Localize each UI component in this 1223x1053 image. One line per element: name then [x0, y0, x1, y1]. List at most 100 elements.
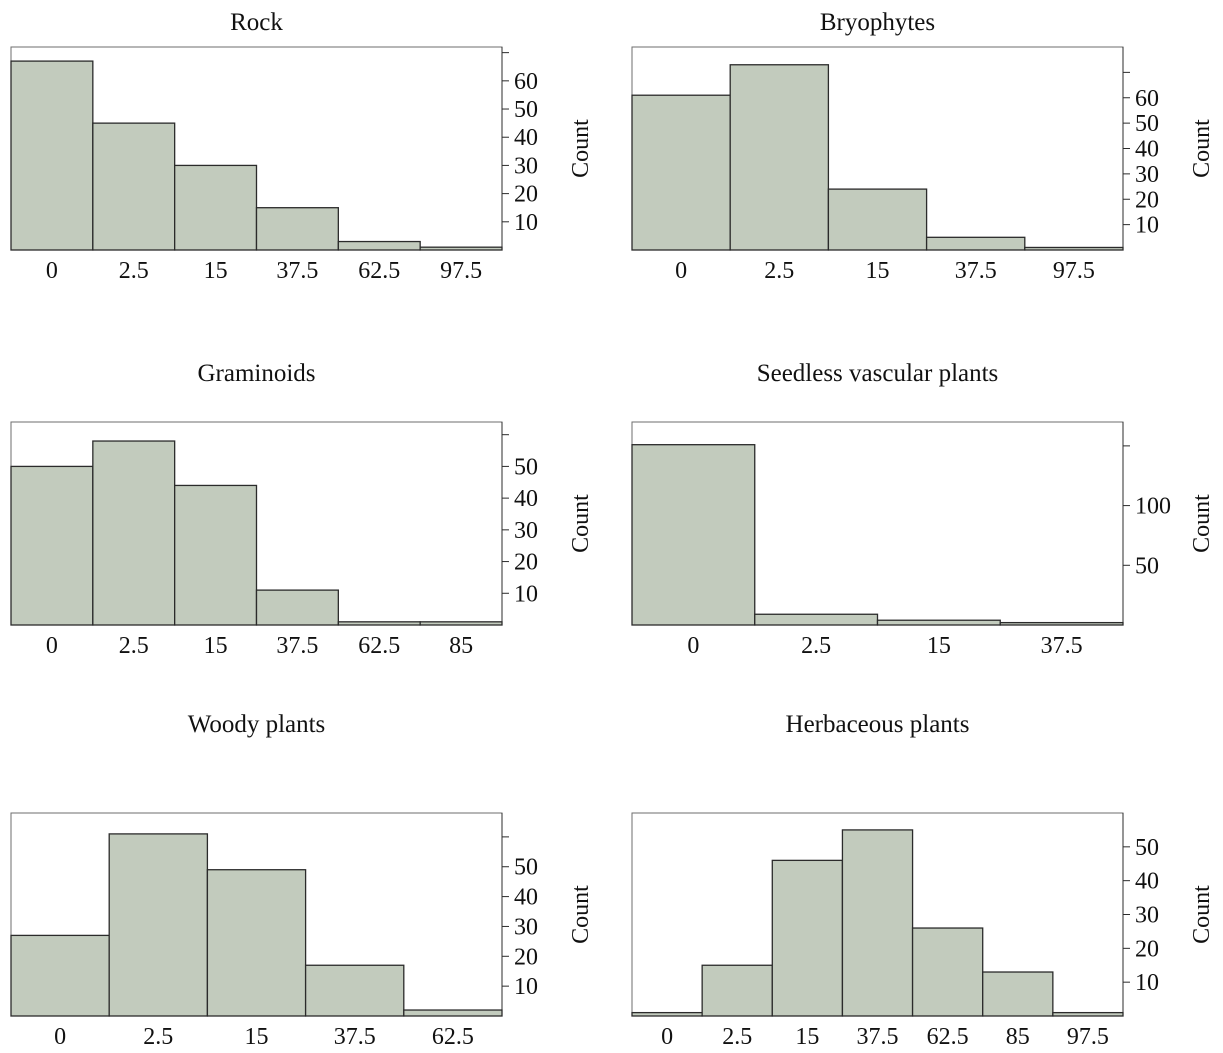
- chart-svg: Graminoids 0 2.5 15 37.5 62.5 85 10 20 30 40 50 Coun…: [10, 360, 594, 659]
- x-tick-label: 15: [927, 633, 951, 659]
- bar-85: [419, 621, 503, 626]
- x-tick-label: 15: [245, 1024, 269, 1050]
- x-tick-label: 2.5: [143, 1024, 173, 1050]
- chart-svg: Seedless vascular plants 0 2.5 15 37.5 50 100 C…: [631, 360, 1215, 659]
- y-tick-label: 50: [1135, 835, 1159, 861]
- x-tick-label: 0: [54, 1024, 66, 1050]
- y-axis-label: Count: [568, 885, 594, 944]
- y-tick-label: 10: [514, 210, 538, 236]
- panel-herbaceous-plants: Herbaceous plants 0 2.5 15 37.5 62.5 85 97.5 10 2…: [612, 702, 1223, 1053]
- x-tick-label: 62.5: [927, 1024, 969, 1050]
- y-tick-label: 20: [1135, 187, 1159, 213]
- x-tick-label: 37.5: [857, 1024, 899, 1050]
- y-tick-label: 10: [1135, 213, 1159, 239]
- y-axis-label: Count: [1189, 885, 1215, 944]
- y-tick-label: 60: [1135, 86, 1159, 112]
- bar-97-5: [419, 246, 503, 251]
- y-tick-label: 40: [1135, 137, 1159, 163]
- y-axis-label: Count: [568, 119, 594, 178]
- bar-0: [631, 94, 731, 251]
- y-axis-label: Count: [1189, 119, 1215, 178]
- bar-2-5: [92, 440, 176, 626]
- x-tick-label: 0: [661, 1024, 673, 1050]
- bar-62-5: [337, 621, 421, 626]
- bar-2-5: [754, 613, 879, 626]
- bar-15: [174, 484, 258, 626]
- x-tick-label: 0: [46, 258, 58, 284]
- x-tick-label: 0: [46, 633, 58, 659]
- x-tick-label: 85: [1006, 1024, 1030, 1050]
- y-tick-label: 30: [1135, 903, 1159, 929]
- bar-15: [876, 619, 1001, 626]
- bar-97-5: [1052, 1011, 1124, 1017]
- x-tick-label: 15: [204, 258, 228, 284]
- x-tick-label: 37.5: [276, 633, 318, 659]
- bar-15: [771, 859, 844, 1017]
- bar-37-5: [304, 964, 405, 1017]
- panel-title: Rock: [230, 9, 283, 36]
- panel-woody-plants: Woody plants 0 2.5 15 37.5 62.5 10 20 30 40 50 Coun…: [0, 702, 612, 1053]
- panel-graminoids: Graminoids 0 2.5 15 37.5 62.5 85 10 20 30 40 50 Coun…: [0, 351, 612, 702]
- x-tick-label: 97.5: [440, 258, 482, 284]
- y-tick-label: 100: [1135, 494, 1171, 520]
- x-tick-label: 97.5: [1053, 258, 1095, 284]
- y-tick-label: 50: [1135, 111, 1159, 137]
- y-tick-label: 60: [514, 69, 538, 95]
- y-tick-label: 20: [514, 550, 538, 576]
- chart-svg: Herbaceous plants 0 2.5 15 37.5 62.5 85 97.5 10 2…: [631, 711, 1215, 1050]
- y-tick-label: 30: [1135, 162, 1159, 188]
- x-tick-label: 37.5: [276, 258, 318, 284]
- x-tick-label: 15: [866, 258, 890, 284]
- bar-97-5: [1024, 246, 1124, 251]
- bar-2-5: [108, 833, 209, 1017]
- y-tick-label: 50: [514, 97, 538, 123]
- bar-0: [10, 934, 110, 1017]
- bar-37-5: [255, 589, 339, 626]
- y-axis-label: Count: [1189, 494, 1215, 553]
- y-tick-label: 30: [514, 518, 538, 544]
- bar-37-5: [255, 207, 339, 251]
- y-tick-label: 50: [514, 855, 538, 881]
- bar-2-5: [92, 122, 176, 251]
- x-tick-label: 62.5: [358, 258, 400, 284]
- bar-2-5: [701, 964, 773, 1017]
- panel-title: Herbaceous plants: [786, 711, 970, 738]
- y-tick-label: 20: [514, 944, 538, 970]
- y-axis-label: Count: [568, 494, 594, 553]
- chart-svg: Woody plants 0 2.5 15 37.5 62.5 10 20 30 40 50 Coun…: [10, 711, 594, 1050]
- y-tick-label: 10: [514, 581, 538, 607]
- y-tick-label: 40: [514, 885, 538, 911]
- x-tick-label: 0: [687, 633, 699, 659]
- x-tick-label: 2.5: [119, 258, 149, 284]
- y-tick-label: 30: [514, 153, 538, 179]
- bar-37-5: [925, 236, 1026, 251]
- y-tick-label: 10: [1135, 970, 1159, 996]
- panel-title: Graminoids: [197, 360, 315, 387]
- y-tick-label: 40: [1135, 869, 1159, 895]
- x-tick-label: 62.5: [432, 1024, 474, 1050]
- bar-62-5: [403, 1009, 503, 1017]
- y-tick-label: 20: [514, 182, 538, 208]
- y-tick-label: 50: [1135, 553, 1159, 579]
- x-tick-label: 2.5: [764, 258, 794, 284]
- bar-0: [631, 444, 756, 626]
- bar-37-5: [999, 621, 1124, 626]
- bar-2-5: [729, 64, 830, 251]
- bar-62-5: [911, 927, 984, 1017]
- x-tick-label: 37.5: [955, 258, 997, 284]
- y-tick-label: 20: [1135, 936, 1159, 962]
- x-tick-label: 37.5: [1041, 633, 1083, 659]
- y-tick-label: 30: [514, 914, 538, 940]
- bar-0: [10, 465, 94, 626]
- bar-37-5: [841, 829, 914, 1017]
- panel-title: Seedless vascular plants: [757, 360, 999, 387]
- bar-15: [827, 188, 928, 251]
- y-tick-label: 40: [514, 486, 538, 512]
- y-tick-label: 50: [514, 454, 538, 480]
- x-tick-label: 97.5: [1067, 1024, 1109, 1050]
- x-tick-label: 2.5: [801, 633, 831, 659]
- bar-85: [982, 971, 1054, 1017]
- bar-15: [206, 869, 307, 1017]
